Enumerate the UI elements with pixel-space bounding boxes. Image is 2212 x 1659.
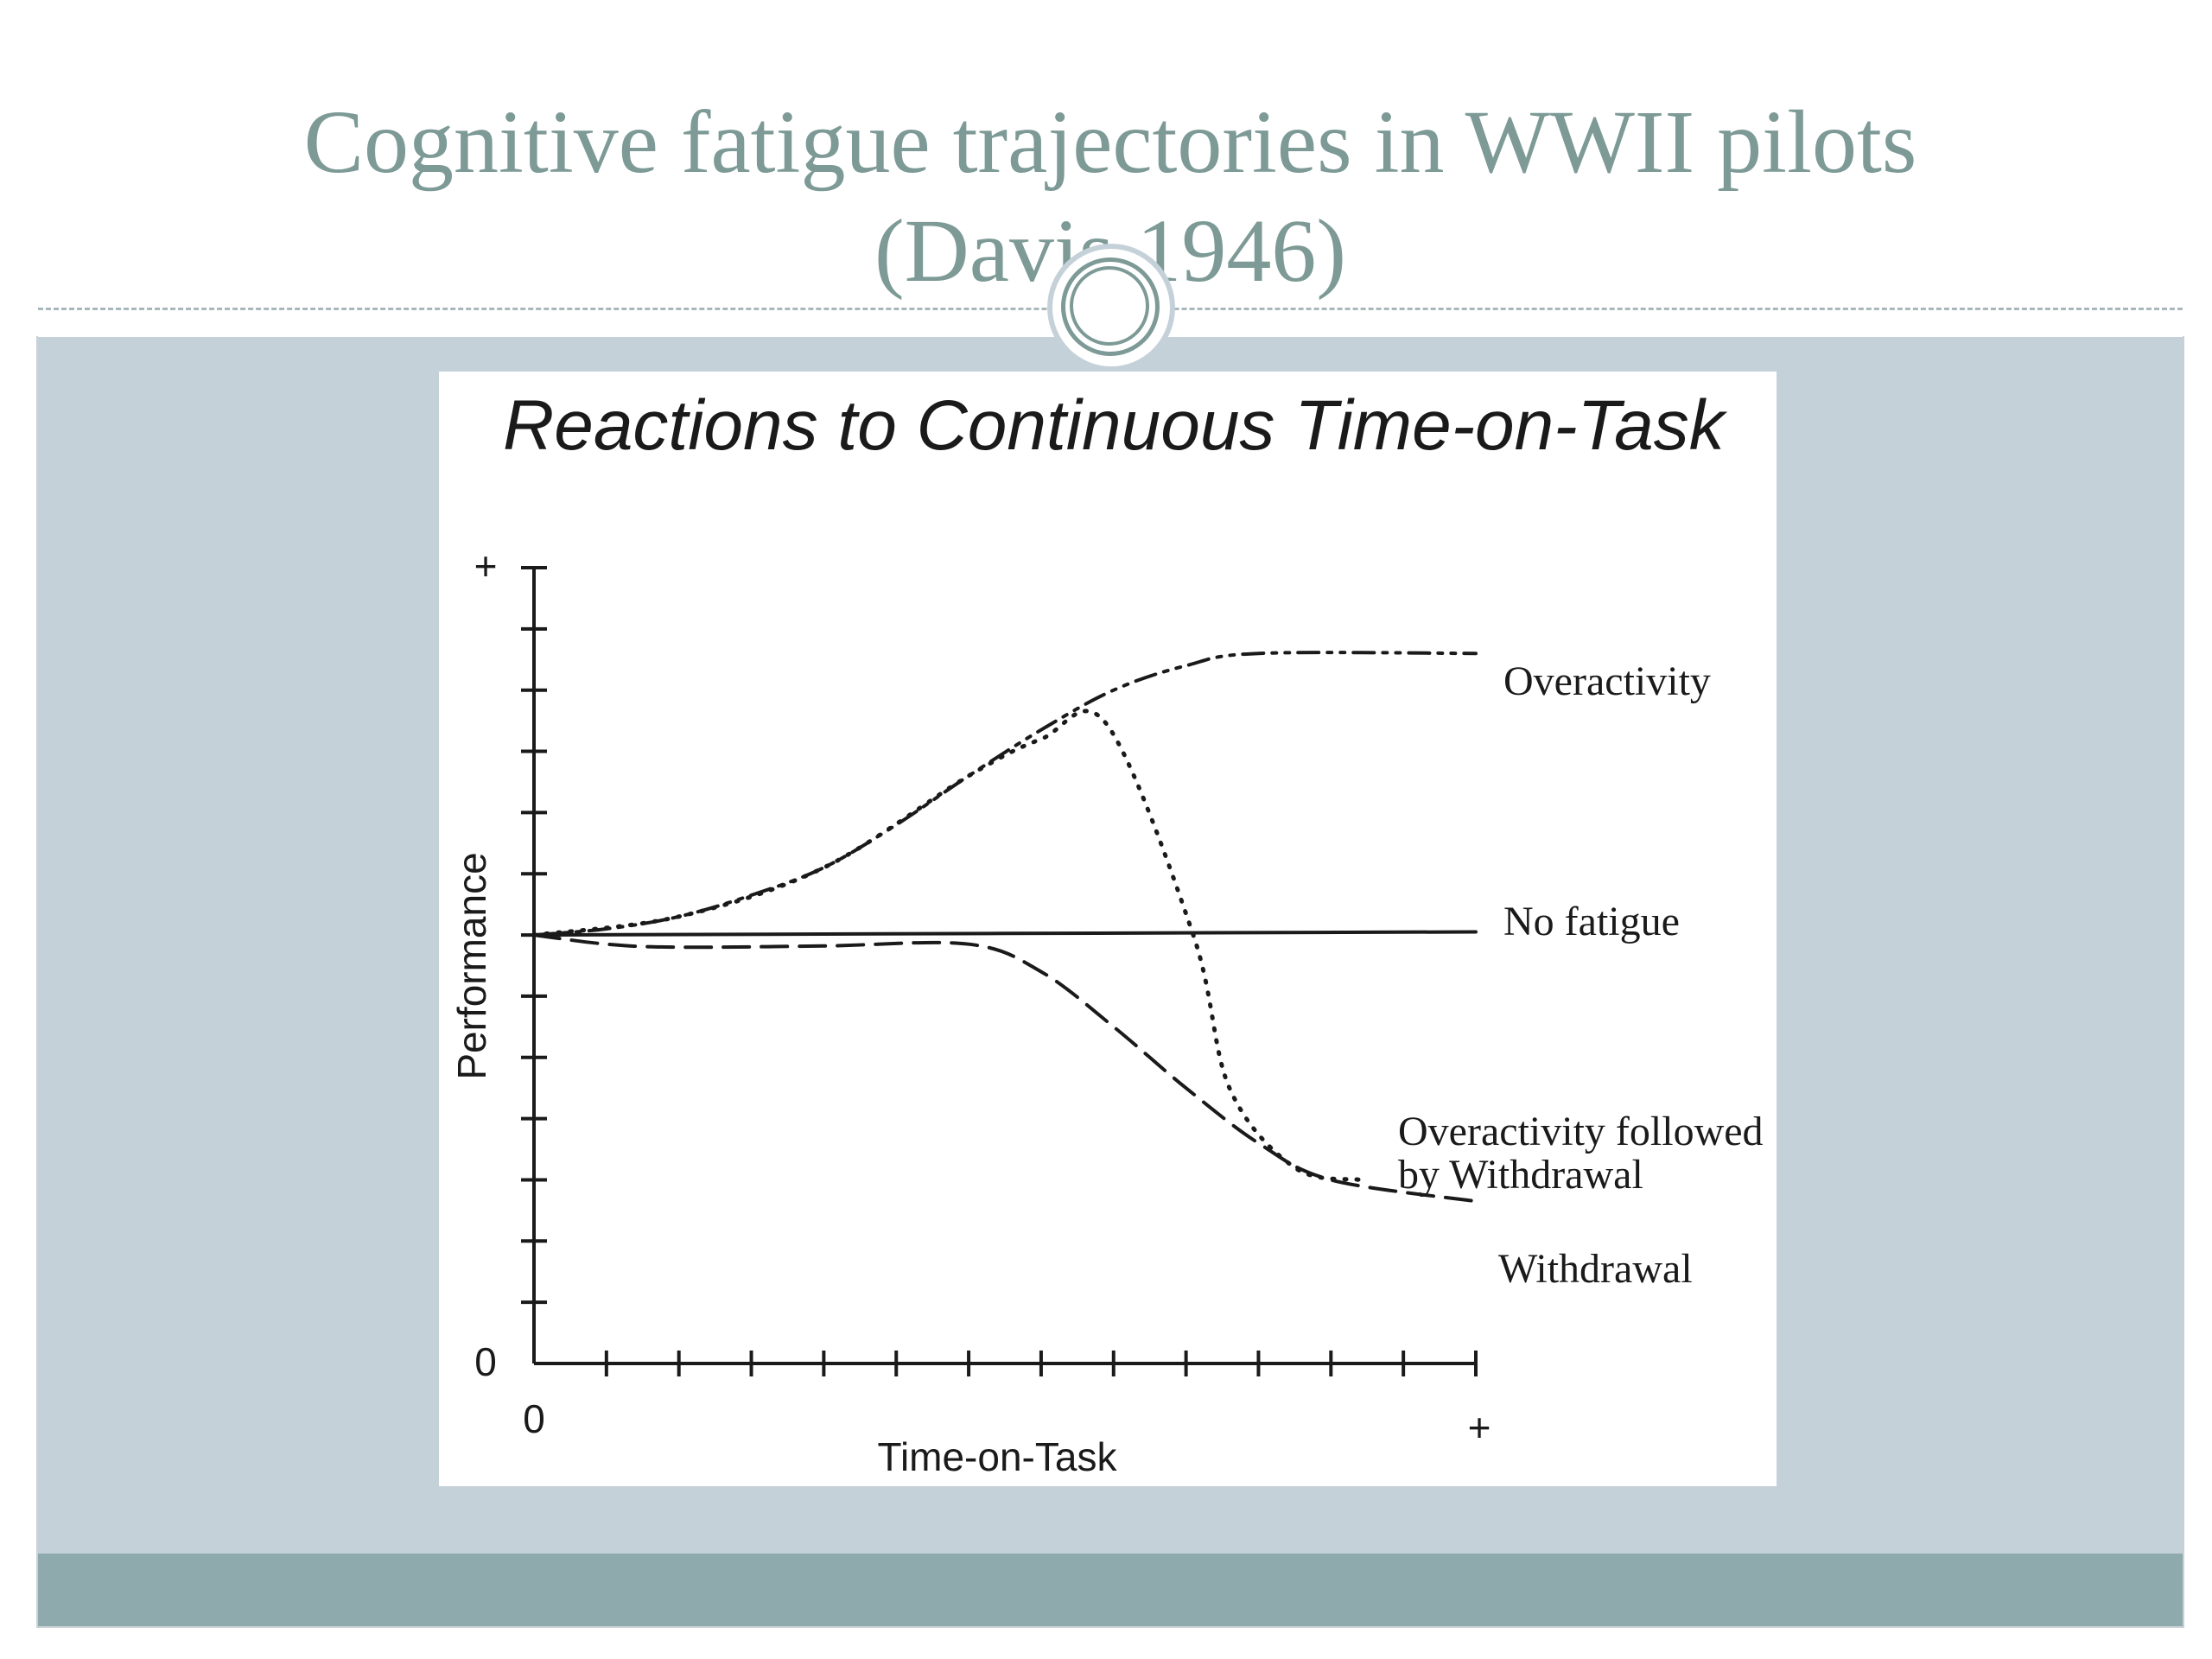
y-tick-label: +	[474, 543, 498, 588]
y-axis-label: Performance	[449, 852, 494, 1079]
series-label-no-fatigue: No fatigue	[1503, 899, 1680, 944]
series-label-overactivity-followed-by-withdrawal: Overactivity followed by Withdrawal	[1398, 1109, 1764, 1198]
series-line-no-fatigue	[532, 930, 1478, 938]
series-label-overactivity: Overactivity	[1503, 658, 1711, 704]
y-tick-label: 0	[474, 1339, 497, 1384]
footer-band	[38, 1554, 2183, 1626]
ornament-outer-ring	[1061, 257, 1160, 356]
slide-title: Cognitive fatigue trajectories in WWII p…	[36, 88, 2184, 306]
series-label-line: by Withdrawal	[1398, 1152, 1643, 1198]
axes-group	[532, 568, 1476, 1365]
divider-ornament-icon	[1052, 249, 1170, 366]
series-line-overactivity-followed-by-withdrawal	[531, 709, 1363, 1182]
x-tick-label: 0	[523, 1396, 545, 1441]
series-line-overactivity	[532, 651, 1478, 938]
series-label-line: Overactivity followed	[1398, 1109, 1764, 1154]
series-group	[531, 651, 1478, 1204]
slide-title-line-1: Cognitive fatigue trajectories in WWII p…	[303, 92, 1917, 192]
x-axis-label: Time-on-Task	[878, 1434, 1118, 1479]
labels-group: 0 +0 + Time-on-Task Performance Overactivity N…	[449, 543, 1764, 1479]
series-label-withdrawal: Withdrawal	[1498, 1246, 1693, 1292]
figure-panel: Reactions to Continuous Time-on-Task 0 +0…	[439, 372, 1777, 1486]
ticks-group	[521, 566, 1478, 1376]
x-tick-label: +	[1468, 1405, 1491, 1450]
chart-svg: Reactions to Continuous Time-on-Task 0 +0…	[449, 386, 1764, 1479]
chart-title: Reactions to Continuous Time-on-Task	[503, 386, 1728, 465]
series-line-withdrawal	[532, 933, 1478, 1204]
ornament-inner-ring	[1070, 266, 1149, 346]
